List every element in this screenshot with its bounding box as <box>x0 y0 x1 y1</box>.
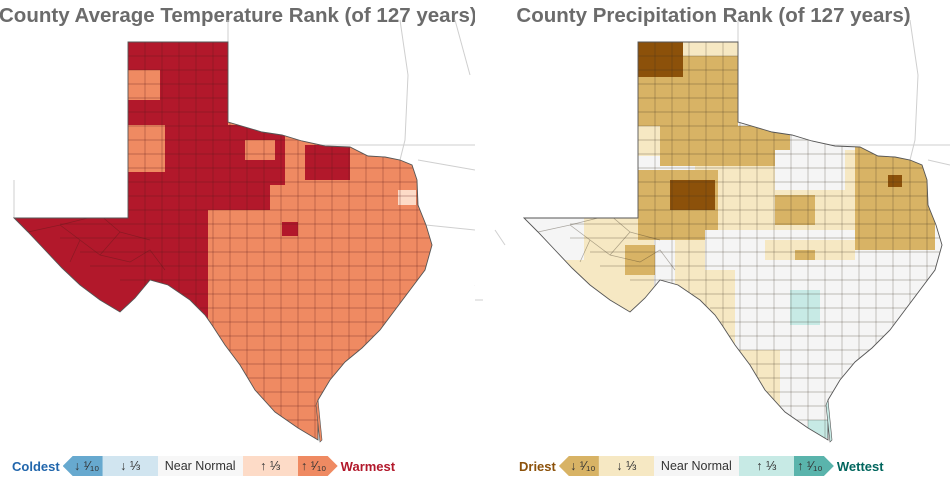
precipitation-map <box>475 19 950 443</box>
legend-bin-wet-third: ↑ ⅓ <box>738 456 794 476</box>
temperature-panel: County Average Temperature Rank (of 127 … <box>0 4 475 477</box>
legend-bin-coldest-tenth: ↓ ¹⁄₁₀ <box>62 456 103 476</box>
temperature-map <box>13 19 475 443</box>
legend-bin-dry-third: ↓ ⅓ <box>598 456 654 476</box>
neighbor-state-borders <box>13 19 475 286</box>
legend-bin-near-normal-precip: Near Normal <box>653 456 739 476</box>
temperature-legend: Coldest ↓ ¹⁄₁₀ ↓ ⅓ Near Normal ↑ ⅓ ↑ ¹⁄₁… <box>12 455 395 477</box>
legend-bin-near-normal: Near Normal <box>157 456 243 476</box>
legend-driest-label: Driest <box>519 458 556 474</box>
legend-coldest-label: Coldest <box>12 458 60 474</box>
legend-bin-cold-third: ↓ ⅓ <box>102 456 158 476</box>
precipitation-legend: Driest ↓ ¹⁄₁₀ ↓ ⅓ Near Normal ↑ ⅓ ↑ ¹⁄₁₀… <box>519 455 884 477</box>
legend-bin-wettest-tenth: ↑ ¹⁄₁₀ <box>794 456 834 476</box>
legend-warmest-label: Warmest <box>340 458 396 474</box>
legend-bin-warmest-tenth: ↑ ¹⁄₁₀ <box>298 456 338 476</box>
temperature-map-title: County Average Temperature Rank (of 127 … <box>0 4 475 27</box>
legend-bin-driest-tenth: ↓ ¹⁄₁₀ <box>558 456 599 476</box>
neighbor-state-borders-right <box>475 19 950 301</box>
precipitation-map-title: County Precipitation Rank (of 127 years) <box>516 4 911 27</box>
legend-wettest-label: Wettest <box>836 458 884 474</box>
legend-bin-warm-third: ↑ ⅓ <box>242 456 298 476</box>
precipitation-panel: County Precipitation Rank (of 127 years) <box>475 0 950 481</box>
